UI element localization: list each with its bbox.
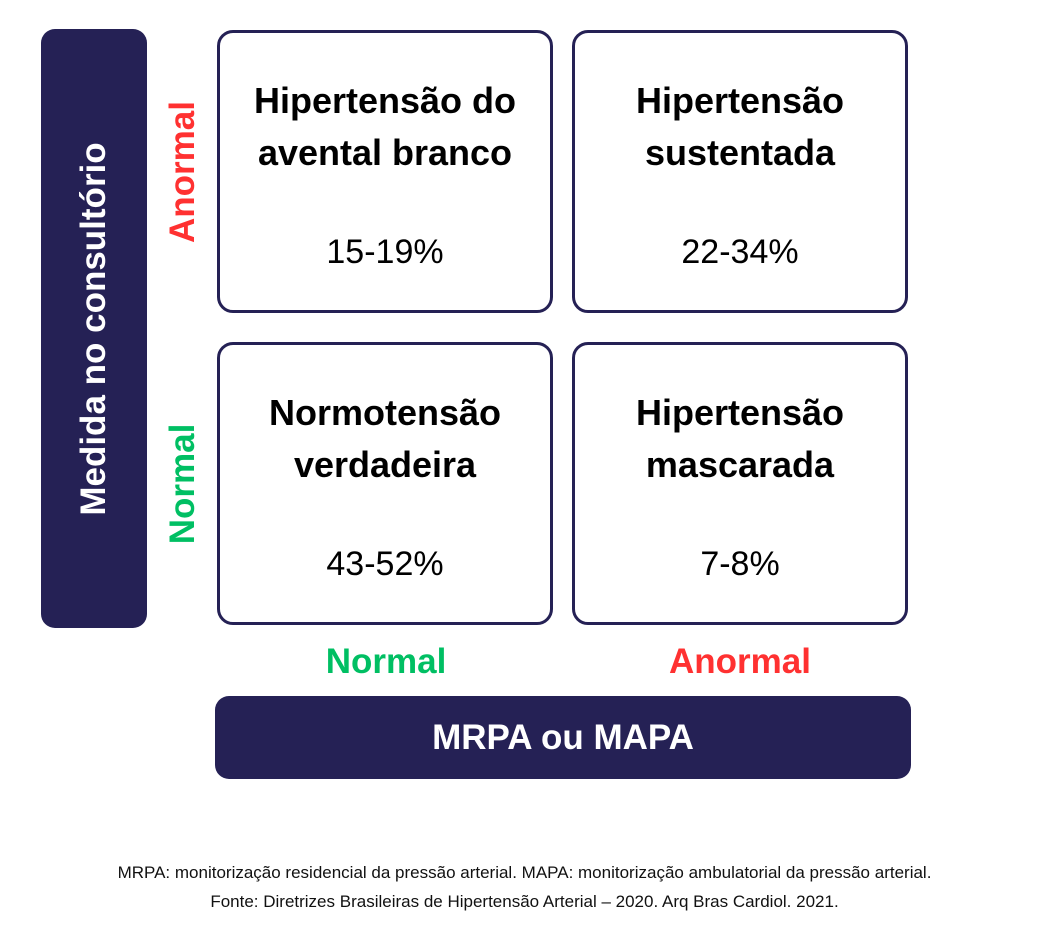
- y-axis-title: Medida no consultório: [74, 141, 113, 516]
- cell-title-line: avental branco: [257, 132, 513, 173]
- row-label-abnormal: Anormal: [163, 101, 202, 243]
- col-label-normal: Normal: [325, 642, 447, 681]
- cell-title-line: Hipertensão do: [253, 80, 517, 121]
- cell-percent: 15-19%: [326, 233, 444, 271]
- cell-sustained-hypertension: Hipertensão sustentada 22-34%: [572, 30, 908, 313]
- x-axis-bar: MRPA ou MAPA: [215, 696, 911, 779]
- cell-percent: 22-34%: [681, 233, 799, 271]
- cell-true-normotension: Normotensão verdadeira 43-52%: [217, 342, 553, 625]
- row-label-normal: Normal: [163, 423, 202, 545]
- footnote-source: Fonte: Diretrizes Brasileiras de Hiperte…: [210, 892, 839, 911]
- cell-title-line: mascarada: [645, 444, 835, 485]
- cell-title: Normotensão verdadeira: [220, 387, 550, 491]
- y-axis-bar: Medida no consultório: [41, 29, 147, 628]
- cell-title-line: sustentada: [644, 132, 836, 173]
- cell-percent: 7-8%: [700, 545, 780, 583]
- cell-title: Hipertensão do avental branco: [220, 75, 550, 179]
- cell-title: Hipertensão mascarada: [575, 387, 905, 491]
- cell-percent: 43-52%: [326, 545, 444, 583]
- cell-title-line: verdadeira: [293, 444, 477, 485]
- cell-masked-hypertension: Hipertensão mascarada 7-8%: [572, 342, 908, 625]
- cell-white-coat-hypertension: Hipertensão do avental branco 15-19%: [217, 30, 553, 313]
- cell-title: Hipertensão sustentada: [575, 75, 905, 179]
- cell-title-line: Hipertensão: [635, 80, 845, 121]
- cell-title-line: Normotensão: [268, 392, 502, 433]
- x-axis-title: MRPA ou MAPA: [432, 717, 694, 757]
- col-label-abnormal: Anormal: [669, 642, 811, 681]
- footnote-abbreviations: MRPA: monitorização residencial da press…: [117, 863, 932, 882]
- cell-title-line: Hipertensão: [635, 392, 845, 433]
